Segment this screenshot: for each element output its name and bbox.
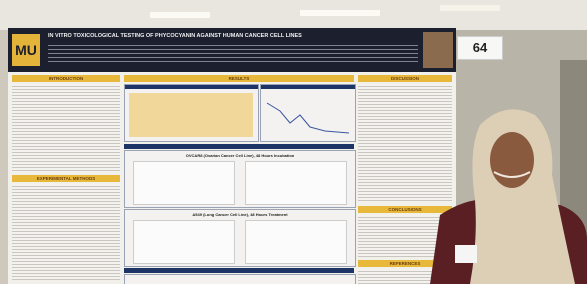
badge <box>455 245 477 263</box>
photo: MU IN VITRO TOXICOLOGICAL TESTING OF PHY… <box>0 0 587 284</box>
person <box>0 0 587 284</box>
face <box>490 132 534 188</box>
